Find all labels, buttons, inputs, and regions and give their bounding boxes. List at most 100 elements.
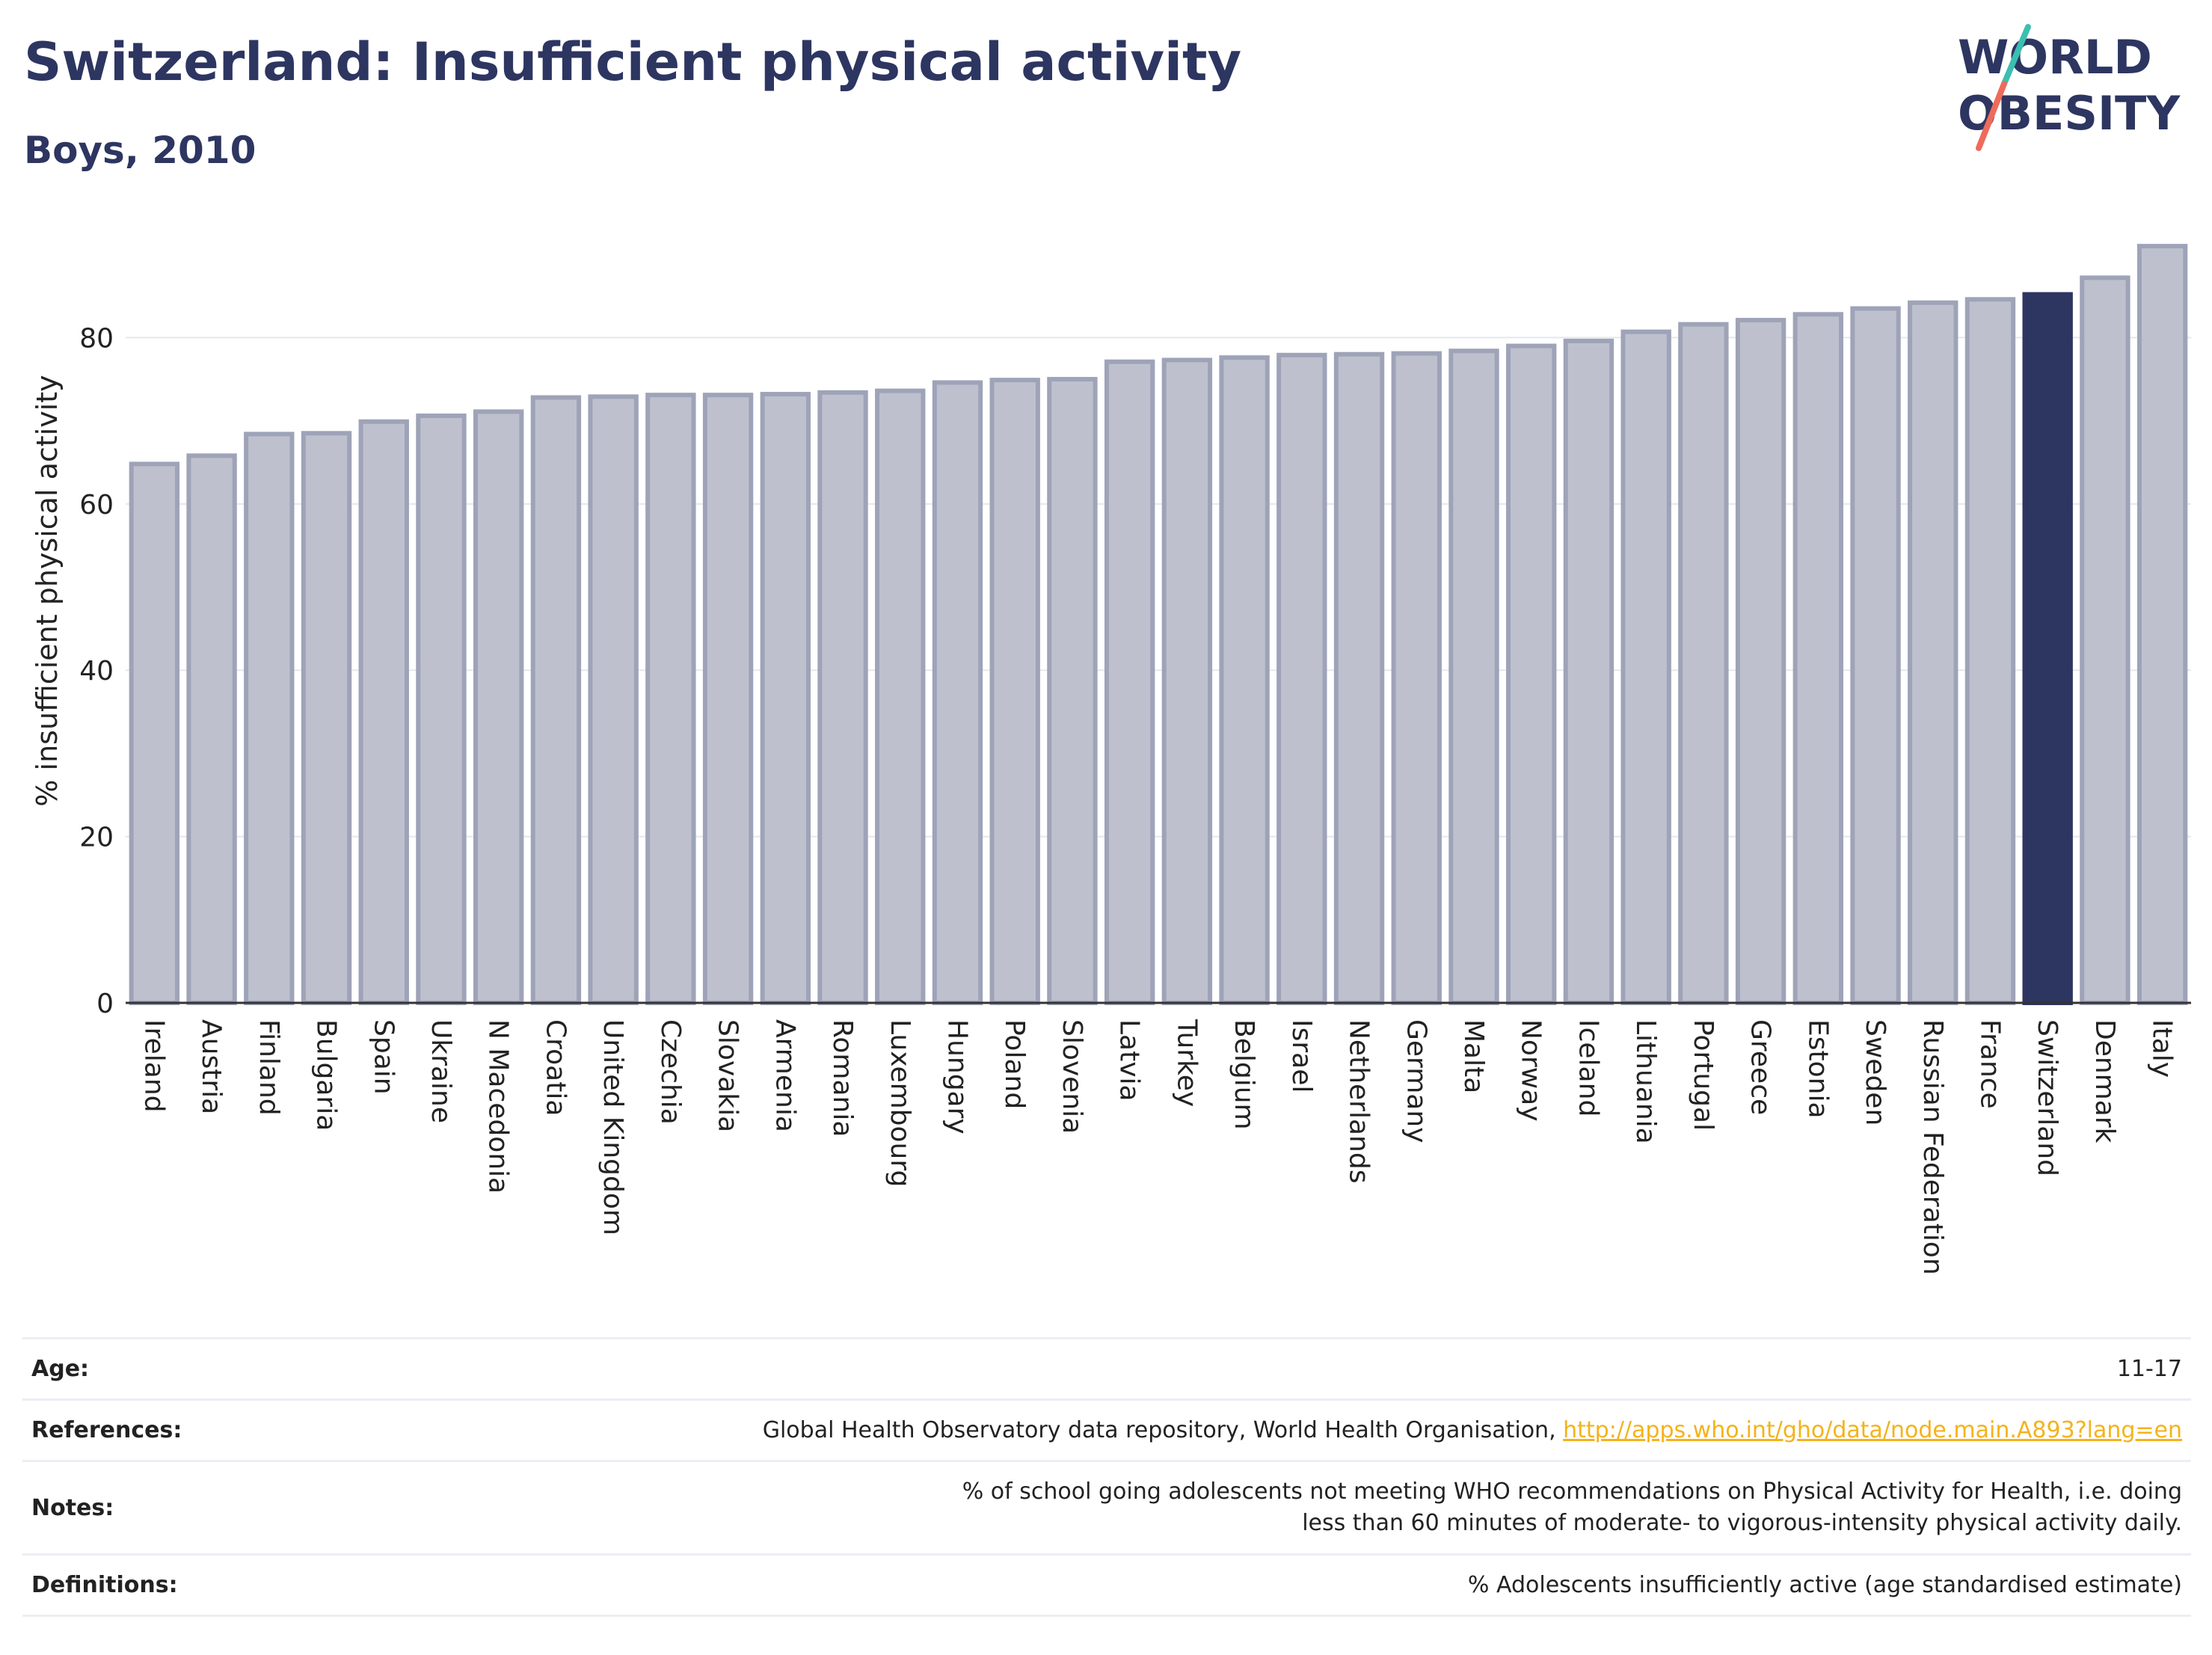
x-tick-label: Austria	[196, 1019, 227, 1114]
meta-value: 11-17	[354, 1337, 2191, 1400]
bar-denmark	[2080, 275, 2130, 1005]
x-tick-label: Poland	[999, 1019, 1030, 1109]
y-tick-label: 0	[96, 989, 114, 1019]
x-tick-label: Turkey	[1171, 1019, 1202, 1107]
meta-row: Definitions: % Adolescents insufficiently…	[22, 1553, 2191, 1617]
logo-line1: WORLD	[1958, 30, 2152, 85]
bar-sweden	[1850, 306, 1901, 1005]
x-tick-label: Lithuania	[1630, 1019, 1661, 1144]
x-tick-label: Norway	[1516, 1019, 1546, 1122]
x-tick-label: N Macedonia	[483, 1019, 514, 1194]
meta-row: Age: 11-17	[22, 1337, 2191, 1400]
x-tick-label: Germany	[1401, 1019, 1431, 1143]
bar-hungary	[932, 380, 983, 1006]
bar-chart: 0 20 40 60 80 Ireland Austria Finland Bulgaria S…	[31, 244, 2191, 1275]
meta-key: Notes:	[22, 1460, 354, 1555]
x-tick-label: United Kingdom	[597, 1019, 628, 1235]
meta-key: Definitions:	[22, 1553, 354, 1617]
bar-finland	[244, 432, 295, 1005]
bars	[129, 244, 2188, 1006]
meta-row: Notes: % of school going adolescents not …	[22, 1460, 2191, 1555]
y-tick-label: 80	[79, 323, 114, 354]
x-tick-label: Croatia	[540, 1019, 571, 1116]
meta-row: References: Global Health Observatory dat…	[22, 1398, 2191, 1461]
bar-slovakia	[702, 393, 754, 1005]
x-tick-label: Netherlands	[1344, 1019, 1374, 1183]
x-tick-label: Luxembourg	[885, 1019, 915, 1187]
bar-spain	[358, 419, 409, 1005]
x-tick-label: Spain	[368, 1019, 399, 1095]
bar-netherlands	[1333, 351, 1385, 1006]
meta-value-text: 11-17	[2116, 1355, 2182, 1382]
bar-portugal	[1678, 322, 1729, 1005]
x-tick-label: Russian Federation	[1917, 1019, 1948, 1275]
bar-iceland	[1563, 338, 1615, 1005]
x-tick-label: Estonia	[1802, 1019, 1833, 1119]
x-tick-label: Finland	[254, 1019, 284, 1116]
bar-croatia	[530, 395, 582, 1005]
bar-poland	[989, 378, 1040, 1005]
meta-value-text: % of school going adolescents not meetin…	[962, 1479, 2182, 1536]
x-tick-label: Belgium	[1229, 1019, 1259, 1130]
bar-ireland	[129, 461, 180, 1005]
bar-armenia	[760, 392, 811, 1005]
bar-switzerland	[2022, 292, 2073, 1005]
bar-bulgaria	[301, 431, 352, 1005]
meta-key: Age:	[22, 1337, 354, 1400]
y-axis-label: % insufficient physical activity	[31, 375, 64, 806]
x-tick-label: Sweden	[1860, 1019, 1890, 1126]
y-tick-label: 40	[79, 656, 114, 687]
bar-n-macedonia	[473, 409, 524, 1005]
x-tick-label: Israel	[1286, 1019, 1317, 1093]
gridlines	[126, 337, 2191, 838]
bar-belgium	[1219, 355, 1270, 1005]
bar-united-kingdom	[588, 394, 639, 1005]
world-obesity-logo: WORLD OBESITY	[1958, 24, 2181, 151]
x-tick-label: Iceland	[1573, 1019, 1603, 1117]
x-tick-label: Ireland	[138, 1019, 169, 1113]
y-tick-label: 20	[79, 823, 114, 853]
y-axis-ticks: 0 20 40 60 80	[79, 323, 114, 1019]
bar-austria	[186, 453, 237, 1005]
x-tick-label: Switzerland	[2032, 1019, 2062, 1176]
y-tick-label: 60	[79, 490, 114, 521]
bar-turkey	[1161, 357, 1213, 1006]
bar-romania	[817, 390, 868, 1005]
x-tick-label: Hungary	[941, 1019, 972, 1134]
bar-czechia	[645, 393, 696, 1005]
x-tick-label: Czechia	[655, 1019, 686, 1125]
bar-ukraine	[416, 413, 467, 1005]
bar-lithuania	[1620, 329, 1671, 1006]
bar-israel	[1276, 352, 1327, 1005]
bar-greece	[1735, 318, 1787, 1006]
meta-value-text: % Adolescents insufficiently active (age…	[1467, 1571, 2182, 1598]
meta-value: % Adolescents insufficiently active (age…	[354, 1553, 2191, 1617]
meta-value: % of school going adolescents not meetin…	[354, 1460, 2191, 1555]
x-tick-label: Portugal	[1688, 1019, 1718, 1131]
bar-norway	[1506, 343, 1557, 1006]
x-tick-label: Denmark	[2089, 1019, 2120, 1143]
x-tick-label: Slovakia	[713, 1019, 743, 1132]
x-tick-label: Armenia	[769, 1019, 800, 1132]
x-axis-ticks: Ireland Austria Finland Bulgaria Spain Ukrain…	[138, 1019, 2177, 1275]
x-tick-label: Greece	[1745, 1019, 1776, 1115]
meta-value-text: Global Health Observatory data repositor…	[762, 1416, 1564, 1443]
x-tick-label: Slovenia	[1057, 1019, 1087, 1134]
meta-value: Global Health Observatory data repositor…	[354, 1398, 2191, 1461]
meta-key: References:	[22, 1398, 354, 1461]
bar-estonia	[1792, 312, 1843, 1005]
bar-france	[1964, 297, 2016, 1005]
x-tick-label: Bulgaria	[311, 1019, 342, 1131]
bar-malta	[1448, 348, 1499, 1005]
x-tick-label: Latvia	[1114, 1019, 1145, 1102]
chart-title: Switzerland: Insufficient physical activ…	[24, 31, 1242, 93]
bar-slovenia	[1047, 377, 1098, 1006]
reference-link[interactable]: http://apps.who.int/gho/data/node.main.A…	[1563, 1416, 2182, 1443]
x-tick-label: Romania	[827, 1019, 858, 1137]
bar-russian-federation	[1908, 300, 1958, 1005]
x-tick-label: France	[1974, 1019, 2005, 1109]
metadata-table: Age: 11-17 References: Global Health Observ…	[22, 1337, 2191, 1617]
x-tick-label: Italy	[2147, 1019, 2178, 1078]
x-tick-label: Ukraine	[425, 1019, 456, 1123]
chart-subtitle: Boys, 2010	[24, 129, 256, 172]
